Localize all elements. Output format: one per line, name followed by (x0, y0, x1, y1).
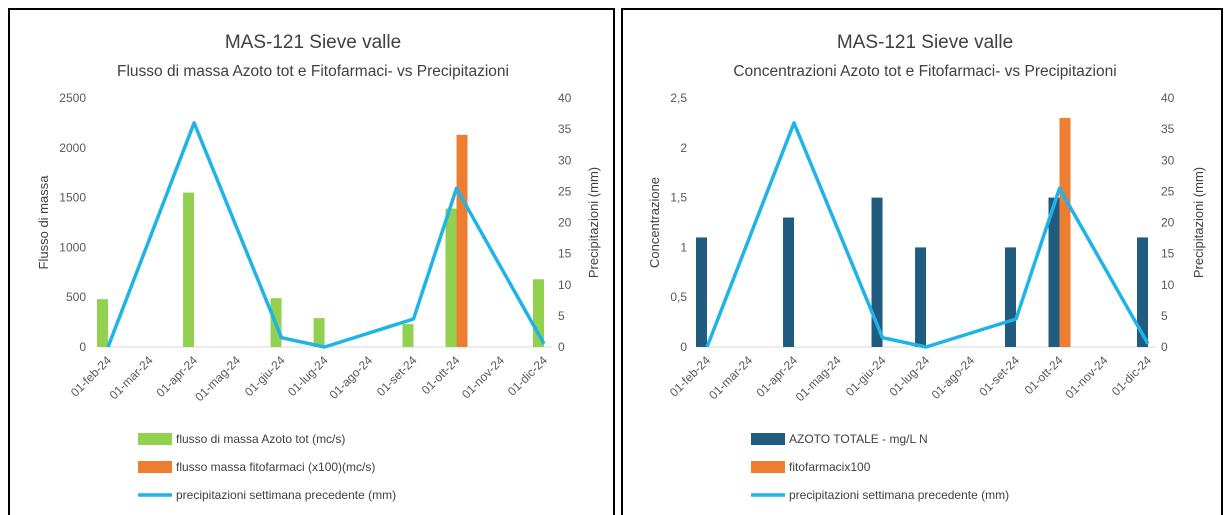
legend-label: AZOTO TOTALE - mg/L N (789, 432, 928, 446)
x-tick-label: 01-dic-24 (1109, 353, 1155, 399)
y-axis-title: Concentrazione (647, 177, 662, 268)
x-tick-label: 01-giu-24 (242, 353, 288, 399)
x-tick-label: 01-nov-24 (1062, 353, 1110, 401)
line-series-3 (106, 121, 546, 349)
legend-label: precipitazioni settimana precedente (mm) (176, 488, 396, 502)
line-series-3 (705, 121, 1150, 349)
legend-swatch (751, 461, 785, 473)
bar-series-1 (696, 237, 707, 347)
legend-swatch (138, 461, 172, 473)
legend-label: fitofarmacix100 (789, 460, 871, 474)
y-tick-label: 0 (79, 340, 86, 354)
y2-tick-label: 40 (558, 91, 572, 105)
bar-series-1 (1048, 197, 1060, 347)
chart-panel-mass-flow: MAS-121 Sieve valle Flusso di massa Azoto… (8, 8, 615, 515)
y2-tick-label: 10 (558, 278, 572, 292)
y-tick-label: 2 (680, 141, 687, 155)
y2-tick-label: 10 (1161, 278, 1175, 292)
y-tick-label: 2,5 (670, 91, 687, 105)
y2-tick-label: 0 (558, 340, 565, 354)
bar-series-2 (1059, 117, 1071, 347)
y2-axis-title: Precipitazioni (mm) (586, 167, 601, 278)
y2-axis-title: Precipitazioni (mm) (1191, 167, 1206, 278)
y-tick-label: 1000 (59, 240, 86, 254)
mass-flow-chart: MAS-121 Sieve valle Flusso di massa Azoto… (36, 32, 601, 502)
y-tick-label: 0,5 (670, 290, 687, 304)
y2-tick-label: 30 (1161, 153, 1175, 167)
y-tick-label: 2500 (59, 91, 86, 105)
y2-tick-label: 5 (558, 309, 565, 323)
chart-subtitle: Concentrazioni Azoto tot e Fitofarmaci- … (733, 63, 1116, 80)
y-tick-label: 1 (680, 240, 687, 254)
x-tick-label: 01-ago-24 (327, 353, 376, 402)
legend-swatch (138, 433, 172, 445)
chart-title: MAS-121 Sieve valle (837, 32, 1013, 53)
y2-tick-label: 20 (1161, 216, 1175, 230)
legend-label: precipitazioni settimana precedente (mm) (789, 488, 1009, 502)
x-tick-label: 01-mar-24 (706, 353, 755, 402)
y2-tick-label: 15 (1161, 247, 1175, 261)
y2-tick-label: 35 (558, 122, 572, 136)
bar-series-1 (402, 324, 414, 347)
bar-series-2 (456, 134, 468, 347)
legend-swatch (751, 433, 785, 445)
x-tick-label: 01-lug-24 (886, 353, 932, 399)
bar-series-1 (445, 208, 457, 347)
legend-label: flusso massa fitofarmaci (x100)(mc/s) (176, 460, 375, 474)
chart-subtitle: Flusso di massa Azoto tot e Fitofarmaci-… (117, 63, 509, 80)
y2-tick-label: 20 (558, 216, 572, 230)
concentration-chart: MAS-121 Sieve valle Concentrazioni Azoto … (647, 32, 1206, 502)
bar-series-1 (915, 247, 927, 347)
x-tick-label: 01-set-24 (374, 353, 420, 399)
x-tick-label: 01-mar-24 (107, 353, 156, 402)
y2-tick-label: 15 (558, 247, 572, 261)
y2-tick-label: 25 (1161, 184, 1175, 198)
y2-tick-label: 30 (558, 153, 572, 167)
x-tick-label: 01-nov-24 (459, 353, 507, 401)
x-tick-label: 01-ott-24 (419, 353, 463, 397)
bar-series-1 (313, 318, 325, 347)
y2-tick-label: 25 (558, 184, 572, 198)
bar-series-1 (871, 197, 883, 347)
x-tick-label: 01-giu-24 (843, 353, 889, 399)
chart-panel-concentration: MAS-121 Sieve valle Concentrazioni Azoto … (621, 8, 1223, 515)
y2-tick-label: 5 (1161, 309, 1168, 323)
bar-series-1 (97, 299, 108, 347)
bar-series-1 (1137, 237, 1148, 347)
y-tick-label: 0 (680, 340, 687, 354)
y-tick-label: 2000 (59, 141, 86, 155)
bar-series-1 (1004, 247, 1016, 347)
y-tick-label: 1,5 (670, 191, 687, 205)
y-tick-label: 1500 (59, 191, 86, 205)
chart-title: MAS-121 Sieve valle (225, 32, 401, 53)
bar-series-1 (183, 192, 195, 347)
x-tick-label: 01-ago-24 (929, 353, 978, 402)
bar-series-1 (783, 217, 795, 347)
y2-tick-label: 0 (1161, 340, 1168, 354)
legend-label: flusso di massa Azoto tot (mc/s) (176, 432, 345, 446)
y-tick-label: 500 (66, 290, 86, 304)
x-tick-label: 01-mag-24 (793, 353, 844, 404)
x-tick-label: 01-set-24 (976, 353, 1022, 399)
y2-tick-label: 40 (1161, 91, 1175, 105)
x-tick-label: 01-ott-24 (1022, 353, 1066, 397)
y2-tick-label: 35 (1161, 122, 1175, 136)
x-tick-label: 01-lug-24 (285, 353, 331, 399)
bar-series-1 (533, 279, 544, 347)
y-axis-title: Flusso di massa (36, 175, 51, 270)
x-tick-label: 01-dic-24 (505, 353, 551, 399)
x-tick-label: 01-mag-24 (192, 353, 243, 404)
